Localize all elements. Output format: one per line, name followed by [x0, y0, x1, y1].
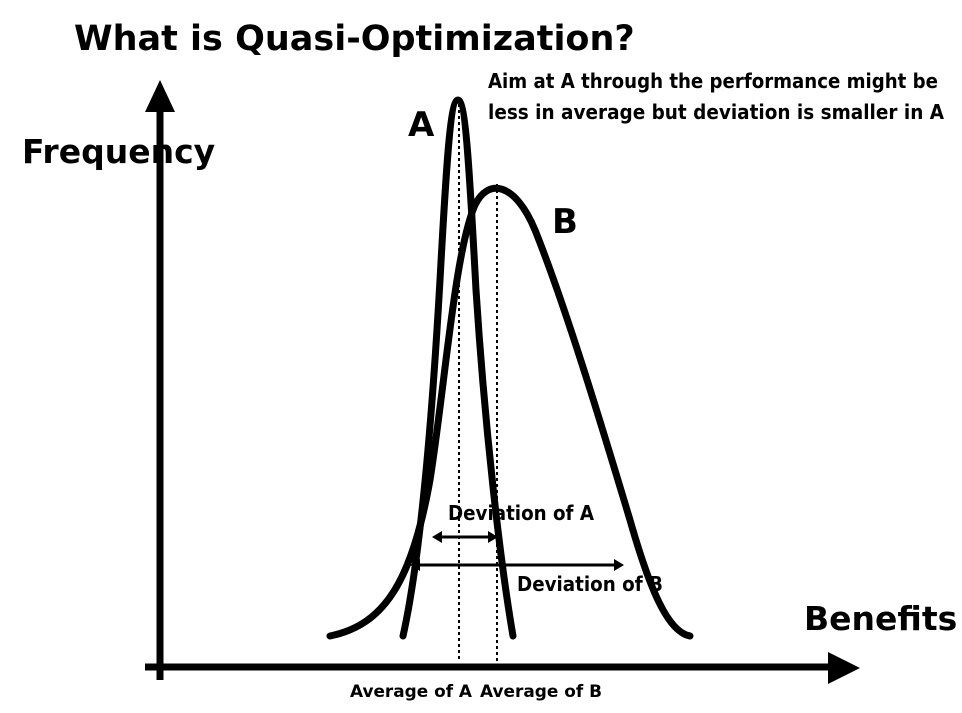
- deviation-a-arrowhead-left: [432, 531, 442, 543]
- average-b-label: Average of B: [480, 682, 602, 702]
- curve-a: [399, 96, 517, 640]
- deviation-a-label: Deviation of A: [448, 501, 594, 525]
- deviation-b-arrowhead-right: [614, 559, 624, 571]
- x-axis-label: Benefits: [804, 599, 957, 638]
- average-a-label: Average of A: [350, 682, 473, 702]
- deviation-b-arrowhead-left: [410, 559, 420, 571]
- y-axis-label: Frequency: [22, 132, 215, 171]
- y-axis-arrowhead: [145, 80, 175, 112]
- x-axis-arrowhead: [828, 652, 860, 684]
- deviation-a-arrowhead-right: [488, 531, 498, 543]
- diagram-title: What is Quasi-Optimization?: [74, 19, 635, 59]
- curve-b: [326, 184, 694, 640]
- note-line-1: Aim at A through the performance might b…: [488, 69, 938, 93]
- deviation-b-label: Deviation of B: [517, 572, 663, 596]
- curve-b-label: B: [552, 202, 578, 242]
- note-line-2: less in average but deviation is smaller…: [488, 100, 944, 124]
- curve-a-label: A: [408, 105, 435, 145]
